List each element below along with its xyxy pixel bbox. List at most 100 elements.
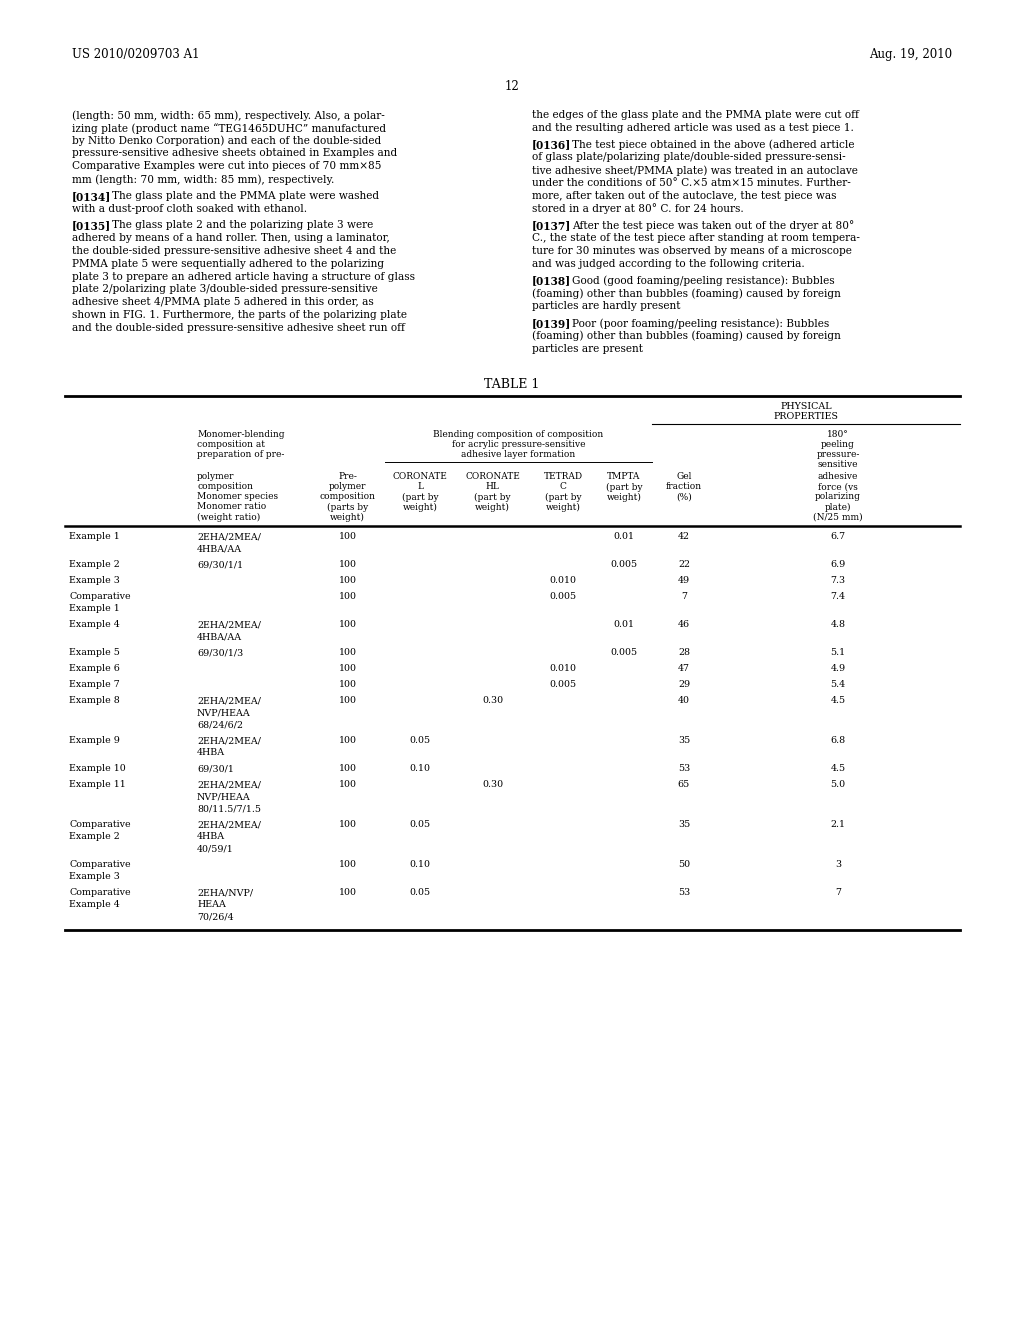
- Text: Example 6: Example 6: [69, 664, 120, 673]
- Text: 100: 100: [339, 861, 356, 870]
- Text: 0.01: 0.01: [613, 620, 635, 630]
- Text: Aug. 19, 2010: Aug. 19, 2010: [869, 48, 952, 61]
- Text: 4HBA/AA: 4HBA/AA: [197, 632, 242, 642]
- Text: HEAA: HEAA: [197, 900, 226, 909]
- Text: composition at: composition at: [197, 441, 265, 449]
- Text: 53: 53: [678, 764, 690, 774]
- Text: CORONATE: CORONATE: [465, 473, 520, 482]
- Text: 100: 100: [339, 737, 356, 746]
- Text: Good (good foaming/peeling resistance): Bubbles: Good (good foaming/peeling resistance): …: [572, 276, 835, 286]
- Text: 65: 65: [678, 780, 690, 789]
- Text: Example 2: Example 2: [69, 561, 120, 569]
- Text: ture for 30 minutes was observed by means of a microscope: ture for 30 minutes was observed by mean…: [532, 246, 852, 256]
- Text: Example 2: Example 2: [69, 833, 120, 841]
- Text: 69/30/1/1: 69/30/1/1: [197, 561, 243, 569]
- Text: NVP/HEAA: NVP/HEAA: [197, 792, 251, 801]
- Text: 0.05: 0.05: [410, 888, 430, 898]
- Text: Comparative: Comparative: [69, 821, 131, 829]
- Text: Example 3: Example 3: [69, 873, 120, 882]
- Text: under the conditions of 50° C.×5 atm×15 minutes. Further-: under the conditions of 50° C.×5 atm×15 …: [532, 178, 851, 187]
- Text: 35: 35: [678, 737, 690, 746]
- Text: weight): weight): [330, 512, 365, 521]
- Text: [0137]: [0137]: [532, 220, 571, 231]
- Text: Monomer-blending: Monomer-blending: [197, 430, 285, 440]
- Text: Example 9: Example 9: [69, 737, 120, 746]
- Text: 5.1: 5.1: [830, 648, 846, 657]
- Text: 0.30: 0.30: [482, 780, 503, 789]
- Text: force (vs: force (vs: [818, 482, 858, 491]
- Text: 2EHA/NVP/: 2EHA/NVP/: [197, 888, 253, 898]
- Text: 50: 50: [678, 861, 690, 870]
- Text: 100: 100: [339, 561, 356, 569]
- Text: 0.10: 0.10: [410, 861, 430, 870]
- Text: peeling: peeling: [821, 441, 855, 449]
- Text: US 2010/0209703 A1: US 2010/0209703 A1: [72, 48, 200, 61]
- Text: Comparative: Comparative: [69, 593, 131, 602]
- Text: weight): weight): [546, 503, 581, 512]
- Text: [0134]: [0134]: [72, 191, 112, 202]
- Text: 4.8: 4.8: [830, 620, 846, 630]
- Text: 2EHA/2MEA/: 2EHA/2MEA/: [197, 697, 261, 705]
- Text: 100: 100: [339, 593, 356, 602]
- Text: 46: 46: [678, 620, 690, 630]
- Text: 4HBA: 4HBA: [197, 748, 225, 758]
- Text: plate 3 to prepare an adhered article having a structure of glass: plate 3 to prepare an adhered article ha…: [72, 272, 415, 281]
- Text: Example 3: Example 3: [69, 577, 120, 585]
- Text: 100: 100: [339, 664, 356, 673]
- Text: (part by: (part by: [401, 492, 438, 502]
- Text: plate 2/polarizing plate 3/double-sided pressure-sensitive: plate 2/polarizing plate 3/double-sided …: [72, 284, 378, 294]
- Text: HL: HL: [485, 482, 500, 491]
- Text: Example 8: Example 8: [69, 697, 120, 705]
- Text: 22: 22: [678, 561, 690, 569]
- Text: 68/24/6/2: 68/24/6/2: [197, 721, 243, 730]
- Text: the double-sided pressure-sensitive adhesive sheet 4 and the: the double-sided pressure-sensitive adhe…: [72, 246, 396, 256]
- Text: 2EHA/2MEA/: 2EHA/2MEA/: [197, 532, 261, 541]
- Text: 28: 28: [678, 648, 690, 657]
- Text: Monomer ratio: Monomer ratio: [197, 503, 266, 511]
- Text: 4.9: 4.9: [830, 664, 846, 673]
- Text: 6.9: 6.9: [830, 561, 846, 569]
- Text: weight): weight): [402, 503, 437, 512]
- Text: and the double-sided pressure-sensitive adhesive sheet run off: and the double-sided pressure-sensitive …: [72, 323, 404, 333]
- Text: TMPTA: TMPTA: [607, 473, 641, 482]
- Text: 0.005: 0.005: [550, 593, 577, 602]
- Text: izing plate (product name “TEG1465DUHC” manufactured: izing plate (product name “TEG1465DUHC” …: [72, 123, 386, 133]
- Text: (foaming) other than bubbles (foaming) caused by foreign: (foaming) other than bubbles (foaming) c…: [532, 288, 841, 298]
- Text: 5.0: 5.0: [830, 780, 846, 789]
- Text: Gel: Gel: [676, 473, 691, 482]
- Text: (parts by: (parts by: [327, 503, 368, 512]
- Text: (part by: (part by: [605, 482, 642, 491]
- Text: sensitive: sensitive: [818, 461, 858, 470]
- Text: 180°: 180°: [827, 430, 849, 440]
- Text: Poor (poor foaming/peeling resistance): Bubbles: Poor (poor foaming/peeling resistance): …: [572, 318, 829, 329]
- Text: Comparative: Comparative: [69, 888, 131, 898]
- Text: (weight ratio): (weight ratio): [197, 512, 260, 521]
- Text: Comparative Examples were cut into pieces of 70 mm×85: Comparative Examples were cut into piece…: [72, 161, 381, 172]
- Text: 6.7: 6.7: [830, 532, 846, 541]
- Text: Example 7: Example 7: [69, 680, 120, 689]
- Text: (length: 50 mm, width: 65 mm), respectively. Also, a polar-: (length: 50 mm, width: 65 mm), respectiv…: [72, 110, 385, 120]
- Text: Example 11: Example 11: [69, 780, 126, 789]
- Text: 0.05: 0.05: [410, 737, 430, 746]
- Text: 47: 47: [678, 664, 690, 673]
- Text: 2EHA/2MEA/: 2EHA/2MEA/: [197, 620, 261, 630]
- Text: Example 4: Example 4: [69, 900, 120, 909]
- Text: [0138]: [0138]: [532, 276, 571, 286]
- Text: 100: 100: [339, 764, 356, 774]
- Text: 70/26/4: 70/26/4: [197, 912, 233, 921]
- Text: 12: 12: [505, 81, 519, 92]
- Text: composition: composition: [319, 492, 376, 502]
- Text: (part by: (part by: [474, 492, 511, 502]
- Text: Example 10: Example 10: [69, 764, 126, 774]
- Text: tive adhesive sheet/PMMA plate) was treated in an autoclave: tive adhesive sheet/PMMA plate) was trea…: [532, 165, 858, 176]
- Text: (foaming) other than bubbles (foaming) caused by foreign: (foaming) other than bubbles (foaming) c…: [532, 331, 841, 342]
- Text: particles are present: particles are present: [532, 343, 643, 354]
- Text: The glass plate 2 and the polarizing plate 3 were: The glass plate 2 and the polarizing pla…: [112, 220, 374, 231]
- Text: shown in FIG. 1. Furthermore, the parts of the polarizing plate: shown in FIG. 1. Furthermore, the parts …: [72, 310, 407, 319]
- Text: 2EHA/2MEA/: 2EHA/2MEA/: [197, 737, 261, 746]
- Text: adhesive: adhesive: [818, 473, 858, 482]
- Text: 100: 100: [339, 888, 356, 898]
- Text: 35: 35: [678, 821, 690, 829]
- Text: TETRAD: TETRAD: [544, 473, 583, 482]
- Text: 53: 53: [678, 888, 690, 898]
